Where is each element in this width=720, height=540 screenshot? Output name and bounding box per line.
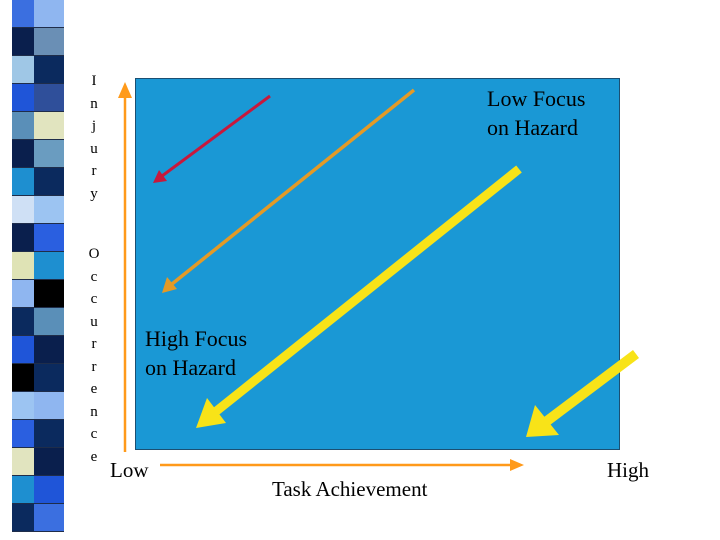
stripe xyxy=(12,420,34,448)
stripe xyxy=(34,168,64,196)
y-axis-letter: j xyxy=(91,118,97,134)
stripe xyxy=(34,112,64,140)
stripe xyxy=(34,504,64,532)
y-axis-letter: c xyxy=(90,426,98,442)
stripe xyxy=(12,84,34,112)
stripe xyxy=(12,168,34,196)
stripe xyxy=(12,0,34,28)
y-axis-letter: r xyxy=(91,163,97,179)
stripe xyxy=(12,364,34,392)
y-axis-letter: I xyxy=(91,73,97,89)
stripe xyxy=(12,252,34,280)
stripe xyxy=(34,420,64,448)
stripe xyxy=(34,196,64,224)
stripe xyxy=(12,392,34,420)
y-axis-letter: c xyxy=(90,291,98,307)
stripe xyxy=(12,504,34,532)
stripe xyxy=(34,336,64,364)
y-axis-letter: r xyxy=(91,358,97,375)
y-axis-arrow xyxy=(118,82,132,452)
stripe xyxy=(34,140,64,168)
y-axis-letter: r xyxy=(91,336,97,352)
stripe xyxy=(12,476,34,504)
stripe xyxy=(12,224,34,252)
stripe xyxy=(12,448,34,476)
y-axis-letter: e xyxy=(90,381,98,397)
stripe xyxy=(34,448,64,476)
y-axis-letter: n xyxy=(90,95,98,112)
x-axis-high-label: High xyxy=(607,458,649,482)
orange-arrow xyxy=(162,88,416,293)
y-axis-letter: n xyxy=(90,403,98,420)
x-axis-arrow xyxy=(160,459,524,471)
low-focus-on-hazard-label: Low Focus on Hazard xyxy=(487,86,586,140)
stripe xyxy=(34,56,64,84)
stripe xyxy=(12,280,34,308)
stripe xyxy=(34,308,64,336)
stripe xyxy=(34,84,64,112)
stripe xyxy=(34,28,64,56)
yellow-short-arrow xyxy=(526,350,640,437)
red-arrow xyxy=(153,94,271,183)
stripe xyxy=(34,280,64,308)
y-axis-letter: O xyxy=(88,246,100,262)
x-axis-title: Task Achievement xyxy=(272,477,428,501)
y-axis-letter: e xyxy=(90,448,98,465)
y-axis-letter: y xyxy=(90,185,98,202)
stripe xyxy=(34,224,64,252)
stripe xyxy=(12,28,34,56)
stripe xyxy=(34,0,64,28)
stripe xyxy=(12,196,34,224)
y-axis-letter: c xyxy=(90,268,98,285)
stripe xyxy=(34,252,64,280)
y-axis-letter: u xyxy=(90,313,98,330)
y-axis-letter: u xyxy=(90,140,98,157)
stripe xyxy=(12,56,34,84)
yellow-long-arrow xyxy=(196,165,522,428)
stripe xyxy=(12,140,34,168)
stripe xyxy=(12,112,34,140)
stripe xyxy=(34,392,64,420)
stripe xyxy=(34,364,64,392)
high-focus-on-hazard-label: High Focus on Hazard xyxy=(145,326,248,380)
stripe xyxy=(34,476,64,504)
stripe xyxy=(12,308,34,336)
x-axis-low-label: Low xyxy=(110,458,149,482)
decorative-stripe-column xyxy=(0,0,68,540)
stripe xyxy=(12,336,34,364)
blue-plot-panel xyxy=(135,78,620,450)
